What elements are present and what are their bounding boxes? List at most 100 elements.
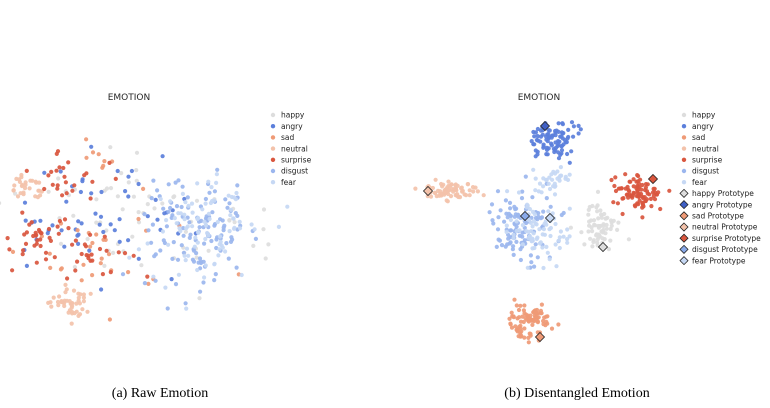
point-surprise — [107, 160, 112, 165]
point-happy — [134, 150, 140, 155]
point-disgust — [541, 209, 546, 214]
point-angry — [79, 221, 84, 226]
point-disgust — [190, 257, 195, 262]
point-fear — [164, 218, 169, 223]
point-angry — [80, 177, 85, 182]
point-neutral — [80, 307, 85, 312]
legend-item-fear-prototype: fear Prototype — [679, 256, 746, 265]
point-happy — [94, 220, 99, 225]
point-sad — [58, 267, 64, 272]
point-surprise — [642, 187, 648, 193]
point-fear — [525, 265, 530, 270]
point-sad — [126, 270, 131, 275]
point-happy — [596, 223, 601, 229]
point-disgust — [489, 202, 495, 207]
point-disgust — [511, 252, 516, 257]
point-sad — [99, 256, 104, 261]
point-fear — [174, 221, 179, 226]
point-fear — [217, 234, 223, 239]
point-surprise — [638, 177, 643, 182]
point-neutral — [74, 309, 79, 314]
point-angry — [571, 134, 576, 139]
point-angry — [535, 126, 541, 132]
point-fear — [531, 167, 536, 172]
point-angry — [566, 127, 571, 132]
legend-marker — [679, 244, 689, 254]
point-disgust — [517, 233, 522, 238]
point-angry — [153, 197, 158, 202]
point-sad — [141, 186, 146, 191]
point-sad — [518, 332, 523, 337]
point-surprise — [649, 204, 654, 209]
point-sad — [106, 252, 112, 257]
legend-item-happy-prototype: happy Prototype — [679, 188, 754, 198]
point-disgust — [508, 206, 513, 211]
point-fear — [550, 177, 555, 182]
point-surprise — [625, 184, 630, 190]
legend-marker — [270, 180, 276, 185]
point-fear — [204, 223, 209, 228]
point-happy — [582, 242, 587, 247]
point-neutral — [69, 305, 74, 310]
point-angry — [532, 134, 537, 139]
legend-marker — [270, 112, 276, 118]
point-fear — [548, 233, 553, 239]
point-angry — [564, 140, 569, 145]
point-happy — [611, 218, 616, 223]
point-fear — [176, 272, 181, 277]
point-happy — [596, 216, 601, 221]
legend-item-neutral: neutral — [681, 144, 719, 153]
panel-b-points — [413, 120, 672, 345]
point-fear — [212, 198, 217, 203]
point-surprise — [43, 257, 49, 262]
point-disgust — [510, 247, 515, 252]
point-happy — [604, 226, 609, 231]
point-fear — [559, 173, 564, 178]
point-angry — [117, 239, 122, 244]
point-neutral — [471, 189, 476, 194]
point-fear — [158, 196, 163, 202]
point-angry — [160, 154, 165, 159]
point-disgust — [149, 196, 154, 201]
point-happy — [130, 234, 135, 239]
point-surprise — [23, 241, 29, 246]
point-surprise — [66, 226, 71, 231]
point-sad — [522, 326, 527, 331]
legend-item-disgust: disgust — [270, 167, 308, 176]
point-sad — [507, 316, 512, 321]
point-disgust — [173, 282, 179, 287]
point-disgust — [161, 206, 166, 211]
point-sad — [522, 335, 527, 340]
point-disgust — [213, 272, 218, 277]
legend-item-sad-prototype: sad Prototype — [679, 211, 744, 221]
point-disgust — [495, 189, 501, 194]
point-angry — [546, 127, 551, 133]
legend-item-surprise-prototype: surprise Prototype — [679, 233, 761, 243]
point-surprise — [116, 250, 121, 255]
point-neutral — [57, 294, 62, 299]
point-disgust — [158, 248, 163, 253]
point-angry — [567, 160, 572, 165]
point-surprise — [56, 231, 61, 236]
point-fear — [186, 203, 191, 208]
legend-label: fear — [692, 178, 708, 187]
legend-item-sad: sad — [270, 133, 295, 142]
point-angry — [540, 132, 545, 137]
point-disgust — [533, 242, 538, 247]
point-fear — [237, 219, 242, 224]
point-disgust — [203, 216, 209, 221]
point-fear — [206, 211, 211, 216]
point-disgust — [229, 235, 234, 240]
point-disgust — [535, 255, 540, 260]
point-fear — [234, 190, 239, 196]
point-sad — [508, 321, 513, 326]
point-disgust — [142, 212, 147, 217]
point-angry — [23, 218, 28, 223]
point-fear — [228, 213, 233, 218]
point-fear — [207, 216, 212, 222]
legend-label: surprise — [692, 156, 723, 165]
point-surprise — [36, 227, 42, 233]
point-sad — [535, 319, 540, 324]
point-disgust — [209, 238, 214, 244]
point-angry — [112, 228, 117, 233]
